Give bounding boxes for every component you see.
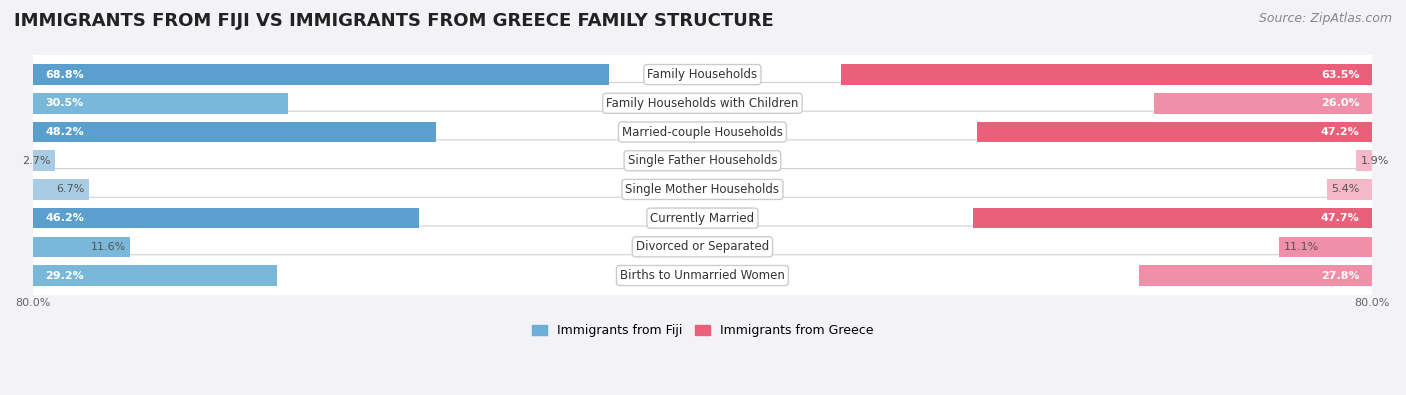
Bar xyxy=(32,150,55,171)
Bar xyxy=(32,265,277,286)
Bar xyxy=(1139,265,1372,286)
Text: 11.6%: 11.6% xyxy=(90,242,125,252)
Text: 5.4%: 5.4% xyxy=(1331,184,1360,194)
Bar xyxy=(841,64,1372,85)
Text: Divorced or Separated: Divorced or Separated xyxy=(636,240,769,253)
Text: 46.2%: 46.2% xyxy=(45,213,84,223)
FancyBboxPatch shape xyxy=(25,140,1379,182)
Text: 6.7%: 6.7% xyxy=(56,184,84,194)
Text: 30.5%: 30.5% xyxy=(45,98,83,108)
Text: Source: ZipAtlas.com: Source: ZipAtlas.com xyxy=(1258,12,1392,25)
Text: 2.7%: 2.7% xyxy=(22,156,51,166)
Bar xyxy=(1327,179,1372,200)
Bar xyxy=(32,122,436,142)
Text: 47.2%: 47.2% xyxy=(1320,127,1360,137)
FancyBboxPatch shape xyxy=(25,255,1379,296)
Text: Births to Unmarried Women: Births to Unmarried Women xyxy=(620,269,785,282)
Bar xyxy=(1357,150,1372,171)
Text: 1.9%: 1.9% xyxy=(1361,156,1389,166)
Text: Family Households with Children: Family Households with Children xyxy=(606,97,799,110)
Bar xyxy=(32,237,129,257)
Text: 68.8%: 68.8% xyxy=(45,70,84,80)
Text: 48.2%: 48.2% xyxy=(45,127,84,137)
Text: 26.0%: 26.0% xyxy=(1322,98,1360,108)
Text: 63.5%: 63.5% xyxy=(1322,70,1360,80)
Text: 29.2%: 29.2% xyxy=(45,271,84,280)
Bar xyxy=(32,93,288,114)
Text: Single Father Households: Single Father Households xyxy=(627,154,778,167)
Text: 11.1%: 11.1% xyxy=(1284,242,1319,252)
Text: 47.7%: 47.7% xyxy=(1320,213,1360,223)
Text: Single Mother Households: Single Mother Households xyxy=(626,183,779,196)
Bar xyxy=(32,179,89,200)
FancyBboxPatch shape xyxy=(25,169,1379,210)
FancyBboxPatch shape xyxy=(25,226,1379,268)
Legend: Immigrants from Fiji, Immigrants from Greece: Immigrants from Fiji, Immigrants from Gr… xyxy=(527,320,879,342)
FancyBboxPatch shape xyxy=(25,54,1379,96)
Bar xyxy=(32,64,609,85)
Text: Currently Married: Currently Married xyxy=(651,212,755,225)
Text: 27.8%: 27.8% xyxy=(1322,271,1360,280)
Text: IMMIGRANTS FROM FIJI VS IMMIGRANTS FROM GREECE FAMILY STRUCTURE: IMMIGRANTS FROM FIJI VS IMMIGRANTS FROM … xyxy=(14,12,773,30)
Text: Married-couple Households: Married-couple Households xyxy=(621,126,783,139)
Text: Family Households: Family Households xyxy=(647,68,758,81)
Bar xyxy=(1279,237,1372,257)
Bar xyxy=(977,122,1372,142)
FancyBboxPatch shape xyxy=(25,198,1379,239)
Bar xyxy=(1154,93,1372,114)
Bar xyxy=(32,208,419,228)
FancyBboxPatch shape xyxy=(25,83,1379,124)
FancyBboxPatch shape xyxy=(25,111,1379,153)
Bar xyxy=(973,208,1372,228)
